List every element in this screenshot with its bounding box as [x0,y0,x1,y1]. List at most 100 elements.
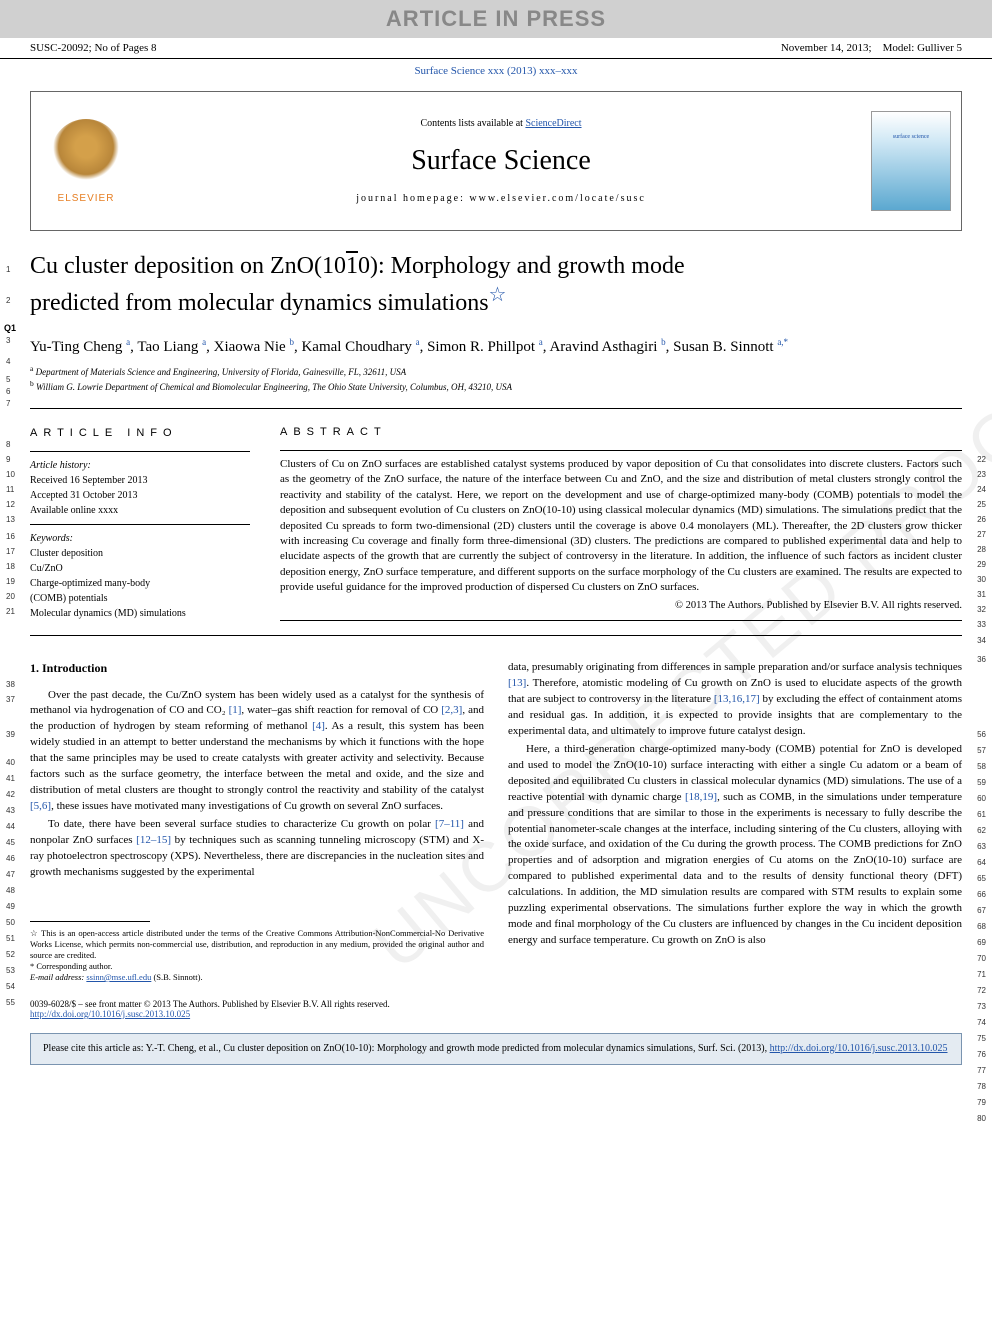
sciencedirect-link[interactable]: ScienceDirect [525,118,581,129]
model: Model: Gulliver 5 [883,42,962,54]
line-number: 66 [977,890,986,899]
keyword: Charge-optimized many-body [30,576,250,591]
ref-link[interactable]: [13,16,17] [714,693,760,705]
top-meta-row: SUSC-20092; No of Pages 8 November 14, 2… [0,38,992,59]
elsevier-logo: ELSEVIER [31,92,141,230]
line-number: 24 [977,485,986,494]
aff-b-text: William G. Lowrie Department of Chemical… [36,382,512,392]
journal-cover: surface science [861,92,961,230]
title-part2: 0): Morphology and growth mode [358,253,685,279]
email-link[interactable]: ssinn@mse.ufl.edu [86,972,151,982]
line-number: 38 [6,680,15,689]
ref-link[interactable]: [13] [508,677,526,689]
line-number: 68 [977,922,986,931]
line-number: 2 [6,296,10,305]
line-number: 22 [977,455,986,464]
query-marker-q1: Q1 [4,323,16,333]
line-number: 33 [977,620,986,629]
ref-link[interactable]: [7–11] [435,818,464,830]
line-number: 73 [977,1002,986,1011]
line-number: 74 [977,1018,986,1027]
front-matter: 0039-6028/$ – see front matter © 2013 Th… [30,999,962,1009]
journal-homepage: journal homepage: www.elsevier.com/locat… [141,193,861,204]
footnote-license: ☆ This is an open-access article distrib… [30,928,484,961]
line-number: 48 [6,886,15,895]
section-1-heading: 1. Introduction [30,660,484,677]
line-number: 49 [6,902,15,911]
line-number: 75 [977,1034,986,1043]
affiliation-b: b William G. Lowrie Department of Chemic… [30,379,962,394]
line-number: 4 [6,357,10,366]
article-info: ARTICLE INFO Article history: Received 1… [30,425,250,628]
affiliations: a Department of Materials Science and En… [30,364,962,393]
line-number: 72 [977,986,986,995]
line-number: 42 [6,790,15,799]
line-number: 27 [977,530,986,539]
date: November 14, 2013; [781,42,872,54]
line-number: 6 [6,387,10,396]
ref-link[interactable]: [18,19] [685,791,717,803]
t: data, presumably originating from differ… [508,661,962,673]
line-number: 25 [977,500,986,509]
history-label: Article history: [30,458,250,473]
line-number: 13 [6,515,15,524]
ref-link[interactable]: [1] [229,704,242,716]
keyword: Molecular dynamics (MD) simulations [30,606,250,621]
t: To date, there have been several surface… [48,818,435,830]
line-number: 51 [6,934,15,943]
keywords-label: Keywords: [30,531,250,546]
line-number: 3 [6,336,10,345]
line-number: 21 [6,607,15,616]
line-number: 17 [6,547,15,556]
ref-link[interactable]: [12–15] [136,834,171,846]
line-number: 5 [6,375,10,384]
authors: Yu-Ting Cheng a, Tao Liang a, Xiaowa Nie… [30,337,962,356]
line-number: 26 [977,515,986,524]
line-number: 7 [6,399,10,408]
abstract-heading: ABSTRACT [280,425,962,440]
ref-link[interactable]: [2,3] [441,704,462,716]
line-number: 58 [977,762,986,771]
t: , water–gas shift reaction for removal o… [241,704,441,716]
journal-name: Surface Science [141,145,861,177]
col1-para1: Over the past decade, the Cu/ZnO system … [30,688,484,816]
email-label: E-mail address: [30,972,86,982]
footnotes: ☆ This is an open-access article distrib… [30,928,484,983]
ref-link[interactable]: [5,6] [30,800,51,812]
copyright: © 2013 The Authors. Published by Elsevie… [280,599,962,614]
line-number: 55 [6,998,15,1007]
line-number: 23 [977,470,986,479]
aff-a-text: Department of Materials Science and Engi… [36,367,407,377]
line-number: 11 [6,485,14,494]
line-number: 64 [977,858,986,867]
line-number: 63 [977,842,986,851]
line-number: 40 [6,758,15,767]
column-left: 1. Introduction Over the past decade, th… [30,660,484,983]
contents-prefix: Contents lists available at [420,118,525,129]
line-number: 20 [6,592,15,601]
line-number: 32 [977,605,986,614]
doi-link[interactable]: http://dx.doi.org/10.1016/j.susc.2013.10… [30,1009,190,1019]
cover-thumbnail: surface science [871,111,951,211]
ref-link[interactable]: [4] [312,720,325,732]
line-number: 59 [977,778,986,787]
line-number: 10 [6,470,15,479]
col2-para2: Here, a third-generation charge-optimize… [508,742,962,949]
line-number: 60 [977,794,986,803]
line-number: 80 [977,1114,986,1123]
line-number: 28 [977,545,986,554]
info-abstract-row: ARTICLE INFO Article history: Received 1… [30,425,962,628]
line-number: 53 [6,966,15,975]
line-number: 8 [6,440,10,449]
line-number: 79 [977,1098,986,1107]
cite-doi-link[interactable]: http://dx.doi.org/10.1016/j.susc.2013.10… [770,1043,948,1054]
line-number: 71 [977,970,986,979]
elsevier-label: ELSEVIER [58,193,115,204]
title-line2: predicted from molecular dynamics simula… [30,290,489,316]
keyword: (COMB) potentials [30,591,250,606]
abstract-text: Clusters of Cu on ZnO surfaces are estab… [280,457,962,596]
citation-box: Please cite this article as: Y.-T. Cheng… [30,1033,962,1065]
line-number: 43 [6,806,15,815]
line-number: 36 [977,655,986,664]
line-number: 50 [6,918,15,927]
